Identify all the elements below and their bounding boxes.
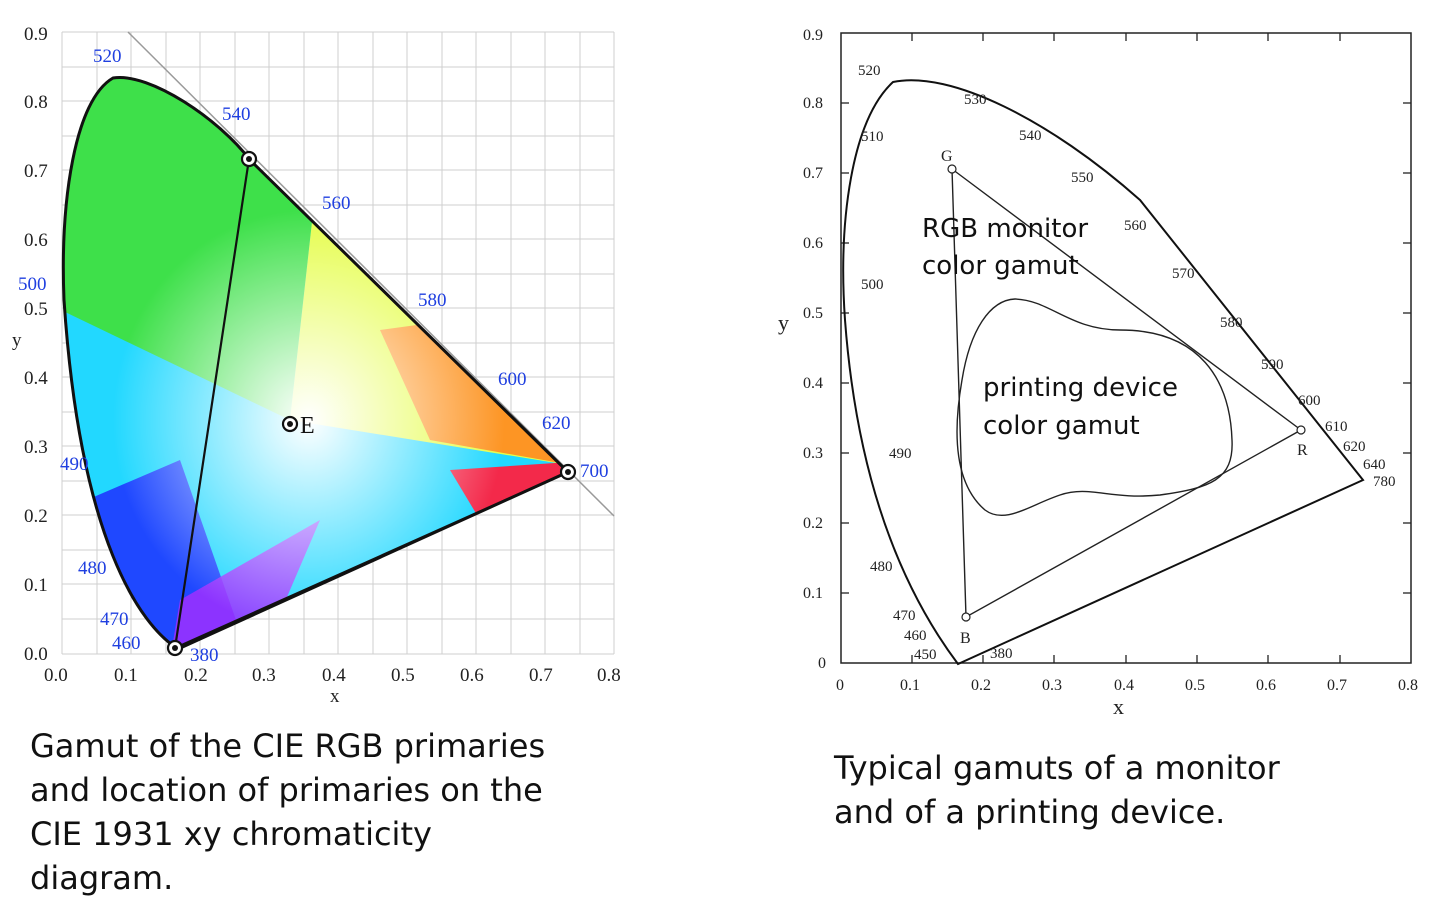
left-wavelength-label: 700	[580, 461, 609, 482]
right-caption-line: Typical gamuts of a monitor	[834, 746, 1394, 790]
left-wavelength-label: 380	[190, 645, 219, 666]
right-y-axis-label: y	[778, 310, 789, 335]
right-wavelength-label: 640	[1363, 457, 1386, 473]
left-wavelength-label: 600	[498, 369, 527, 390]
right-wavelength-label: 580	[1220, 315, 1243, 331]
right-wavelength-label: 540	[1019, 128, 1042, 144]
right-wavelength-label: 450	[914, 647, 937, 663]
left-y-tick: 0.4	[24, 368, 48, 389]
right-x-tick: 0.3	[1042, 677, 1062, 694]
left-wavelength-label: 580	[418, 290, 447, 311]
left-x-axis-label: x	[330, 686, 340, 707]
left-x-tick: 0.7	[529, 665, 553, 686]
printer-gamut-label-line2: color gamut	[983, 411, 1140, 441]
left-caption-line: Gamut of the CIE RGB primaries	[30, 724, 630, 768]
left-caption-line: and location of primaries on the	[30, 768, 630, 812]
right-wavelength-label: 490	[889, 446, 912, 462]
right-x-tick: 0.2	[971, 677, 991, 694]
right-x-tick: 0.6	[1256, 677, 1276, 694]
right-wavelength-label: 480	[870, 559, 893, 575]
right-wavelength-label: 510	[861, 129, 884, 145]
right-y-tick: 0.1	[803, 585, 823, 602]
printer-gamut-label-line1: printing device	[983, 373, 1178, 403]
left-x-tick: 0.0	[44, 665, 68, 686]
left-x-tick: 0.6	[460, 665, 484, 686]
monitor-gamut-label-line1: RGB monitor	[922, 214, 1088, 244]
right-y-tick: 0.7	[803, 165, 823, 182]
right-y-tick: 0.3	[803, 445, 823, 462]
left-colour-fill	[40, 60, 600, 660]
primary-label-g: G	[941, 148, 953, 165]
right-wavelength-label: 780	[1373, 474, 1396, 490]
left-wavelength-label: 560	[322, 193, 351, 214]
left-x-tick: 0.8	[597, 665, 621, 686]
left-y-tick: 0.5	[24, 299, 48, 320]
left-y-tick: 0.8	[24, 92, 48, 113]
right-wavelength-label: 520	[858, 63, 881, 79]
left-wavelength-label: 520	[93, 46, 122, 67]
right-wavelength-label: 600	[1298, 393, 1321, 409]
right-wavelength-label: 380	[990, 646, 1013, 662]
right-wavelength-label: 550	[1071, 170, 1094, 186]
right-chromaticity-diagram: 0 0.1 0.2 0.3 0.4 0.5 0.6 0.7 0.8 0 0.1 …	[778, 27, 1418, 719]
left-y-tick: 0.6	[24, 230, 48, 251]
right-y-tick: 0.2	[803, 515, 823, 532]
right-y-tick: 0	[818, 655, 826, 672]
left-wavelength-label: 500	[18, 274, 47, 295]
right-caption: Typical gamuts of a monitor and of a pri…	[834, 746, 1394, 834]
right-wavelength-label: 460	[904, 628, 927, 644]
printer-gamut-outline	[957, 299, 1232, 515]
right-wavelength-label: 530	[964, 92, 987, 108]
left-y-axis-label: y	[12, 330, 22, 351]
right-wavelength-label: 610	[1325, 419, 1348, 435]
right-x-tick: 0.8	[1398, 677, 1418, 694]
right-axis-ticks	[841, 33, 1411, 663]
left-wavelength-label: 470	[100, 609, 129, 630]
primary-label-b: B	[960, 630, 971, 647]
right-x-axis-label: x	[1113, 694, 1124, 719]
right-wavelength-label: 500	[861, 277, 884, 293]
right-x-tick: 0.1	[900, 677, 920, 694]
monitor-gamut-label-line2: color gamut	[922, 251, 1079, 281]
right-x-tick: 0.7	[1327, 677, 1347, 694]
white-point-label-e: E	[300, 413, 315, 439]
right-wavelength-label: 590	[1261, 357, 1284, 373]
left-wavelength-label: 540	[222, 104, 251, 125]
right-y-tick: 0.8	[803, 95, 823, 112]
left-caption-line: diagram.	[30, 856, 630, 900]
right-x-tick: 0	[836, 677, 844, 694]
left-y-tick: 0.1	[24, 575, 48, 596]
left-x-tick: 0.2	[184, 665, 208, 686]
right-wavelength-label: 570	[1172, 266, 1195, 282]
left-y-tick: 0.7	[24, 161, 48, 182]
left-x-tick: 0.3	[252, 665, 276, 686]
left-x-tick: 0.1	[114, 665, 138, 686]
right-y-tick: 0.6	[803, 235, 823, 252]
primary-label-r: R	[1297, 442, 1308, 459]
left-wavelength-label: 460	[112, 633, 141, 654]
right-y-tick: 0.4	[803, 375, 823, 392]
right-wavelength-label: 620	[1343, 439, 1366, 455]
left-caption-line: CIE 1931 xy chromaticity	[30, 812, 630, 856]
left-wavelength-label: 490	[60, 454, 89, 475]
right-x-tick: 0.4	[1114, 677, 1134, 694]
right-x-tick: 0.5	[1185, 677, 1205, 694]
left-chromaticity-diagram: E 0.0 0.1 0.2 0.3 0.4 0.5 0.6 0.7 0.8 0.…	[12, 24, 621, 707]
left-wavelength-label: 620	[542, 413, 571, 434]
right-y-tick: 0.9	[803, 27, 823, 44]
left-wavelength-label: 480	[78, 558, 107, 579]
right-plot-frame	[841, 33, 1411, 663]
right-wavelength-label: 470	[893, 608, 916, 624]
left-x-tick: 0.5	[391, 665, 415, 686]
left-x-tick: 0.4	[322, 665, 346, 686]
right-y-tick: 0.5	[803, 305, 823, 322]
left-y-tick: 0.9	[24, 24, 48, 45]
left-y-tick: 0.3	[24, 437, 48, 458]
left-y-tick: 0.2	[24, 506, 48, 527]
right-caption-line: and of a printing device.	[834, 790, 1394, 834]
right-wavelength-label: 560	[1124, 218, 1147, 234]
left-caption: Gamut of the CIE RGB primaries and locat…	[30, 724, 630, 900]
left-y-tick: 0.0	[24, 644, 48, 665]
